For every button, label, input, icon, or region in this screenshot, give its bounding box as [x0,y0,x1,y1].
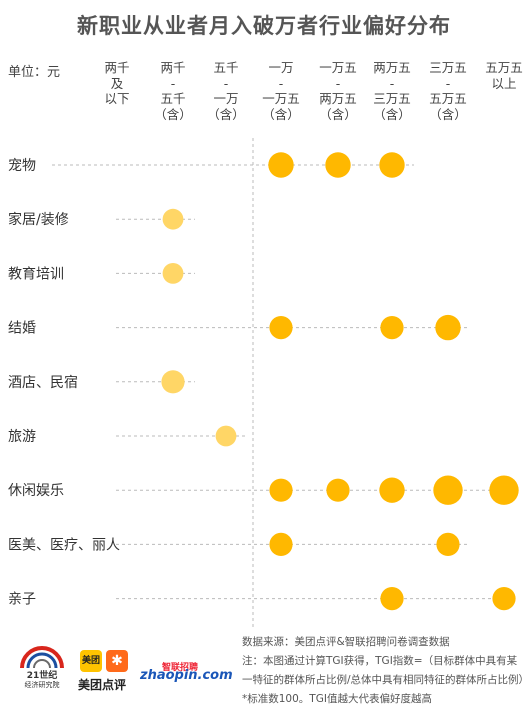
data-point [162,208,184,230]
category-label: 宠物 [8,158,36,174]
data-point [161,370,185,394]
data-point [269,316,293,340]
meituan-name: 美团点评 [78,678,127,692]
logo1-sub: 经济研究院 [24,681,60,689]
data-point [436,532,460,557]
category-label: 家居/装修 [8,211,69,228]
category-label: 教育培训 [8,266,64,282]
column-header-1: 两千 - 五千 （含） [154,60,192,122]
logo-21st-century: 21世纪 经济研究院 [16,646,68,692]
zhaopin-en: zhaopin.com [140,668,233,683]
column-header-7: 五万五 以上 [485,60,523,91]
column-header-3: 一万 - 一万五 （含） [262,60,300,122]
column-header-0: 两千 及 以下 [104,60,130,106]
category-label: 休闲娱乐 [8,483,64,499]
data-point [380,587,404,611]
meituan-box: 美团 [80,650,102,672]
category-label: 医美、医疗、丽人 [8,537,120,553]
data-point [326,478,350,502]
data-point [379,152,405,178]
data-source: 数据来源：美团点评&智联招聘问卷调查数据 [242,636,450,648]
logos: 21世纪 经济研究院 美团 ✱ 美团点评 智联招聘 zhaopin.com [16,646,236,696]
data-point [325,152,351,178]
category-label: 结婚 [8,321,36,337]
column-header-2: 五千 - 一万 （含） [207,60,245,122]
data-point [433,475,463,505]
dianping-icon: ✱ [106,650,128,672]
logo-zhaopin: 智联招聘 zhaopin.com [140,660,233,686]
data-point [492,587,516,611]
unit-label: 单位：元 [8,65,61,80]
category-label: 旅游 [8,429,36,445]
data-point [489,475,519,505]
data-point [268,152,294,178]
data-point [380,316,404,340]
logo1-text: 21世纪 [26,671,58,681]
semicircle-logo-icon [20,646,64,669]
logo-meituan: 美团 ✱ 美团点评 [78,650,146,692]
category-label: 酒店、民宿 [8,374,78,391]
data-point [435,314,461,341]
column-header-4: 一万五 - 两万五 （含） [319,60,357,122]
column-header-5: 两万五 - 三万五 （含） [373,60,411,122]
zhaopin-cn: 智联招聘 [162,663,199,673]
data-point [215,425,237,447]
footer-note: 数据来源：美团点评&智联招聘问卷调查数据 注：本图通过计算TGI获得，TGI指数… [242,633,526,709]
data-point [379,477,405,503]
data-point [269,478,293,502]
tgi-note: 注：本图通过计算TGI获得，TGI指数=（目标群体中具有某一特征的群体所占比例/… [242,655,524,705]
data-point [269,532,293,557]
data-point [162,263,184,284]
category-label: 亲子 [8,592,36,608]
page-title: 新职业从业者月入破万者行业偏好分布 [77,14,451,38]
column-header-6: 三万五 - 五万五 （含） [429,60,467,122]
